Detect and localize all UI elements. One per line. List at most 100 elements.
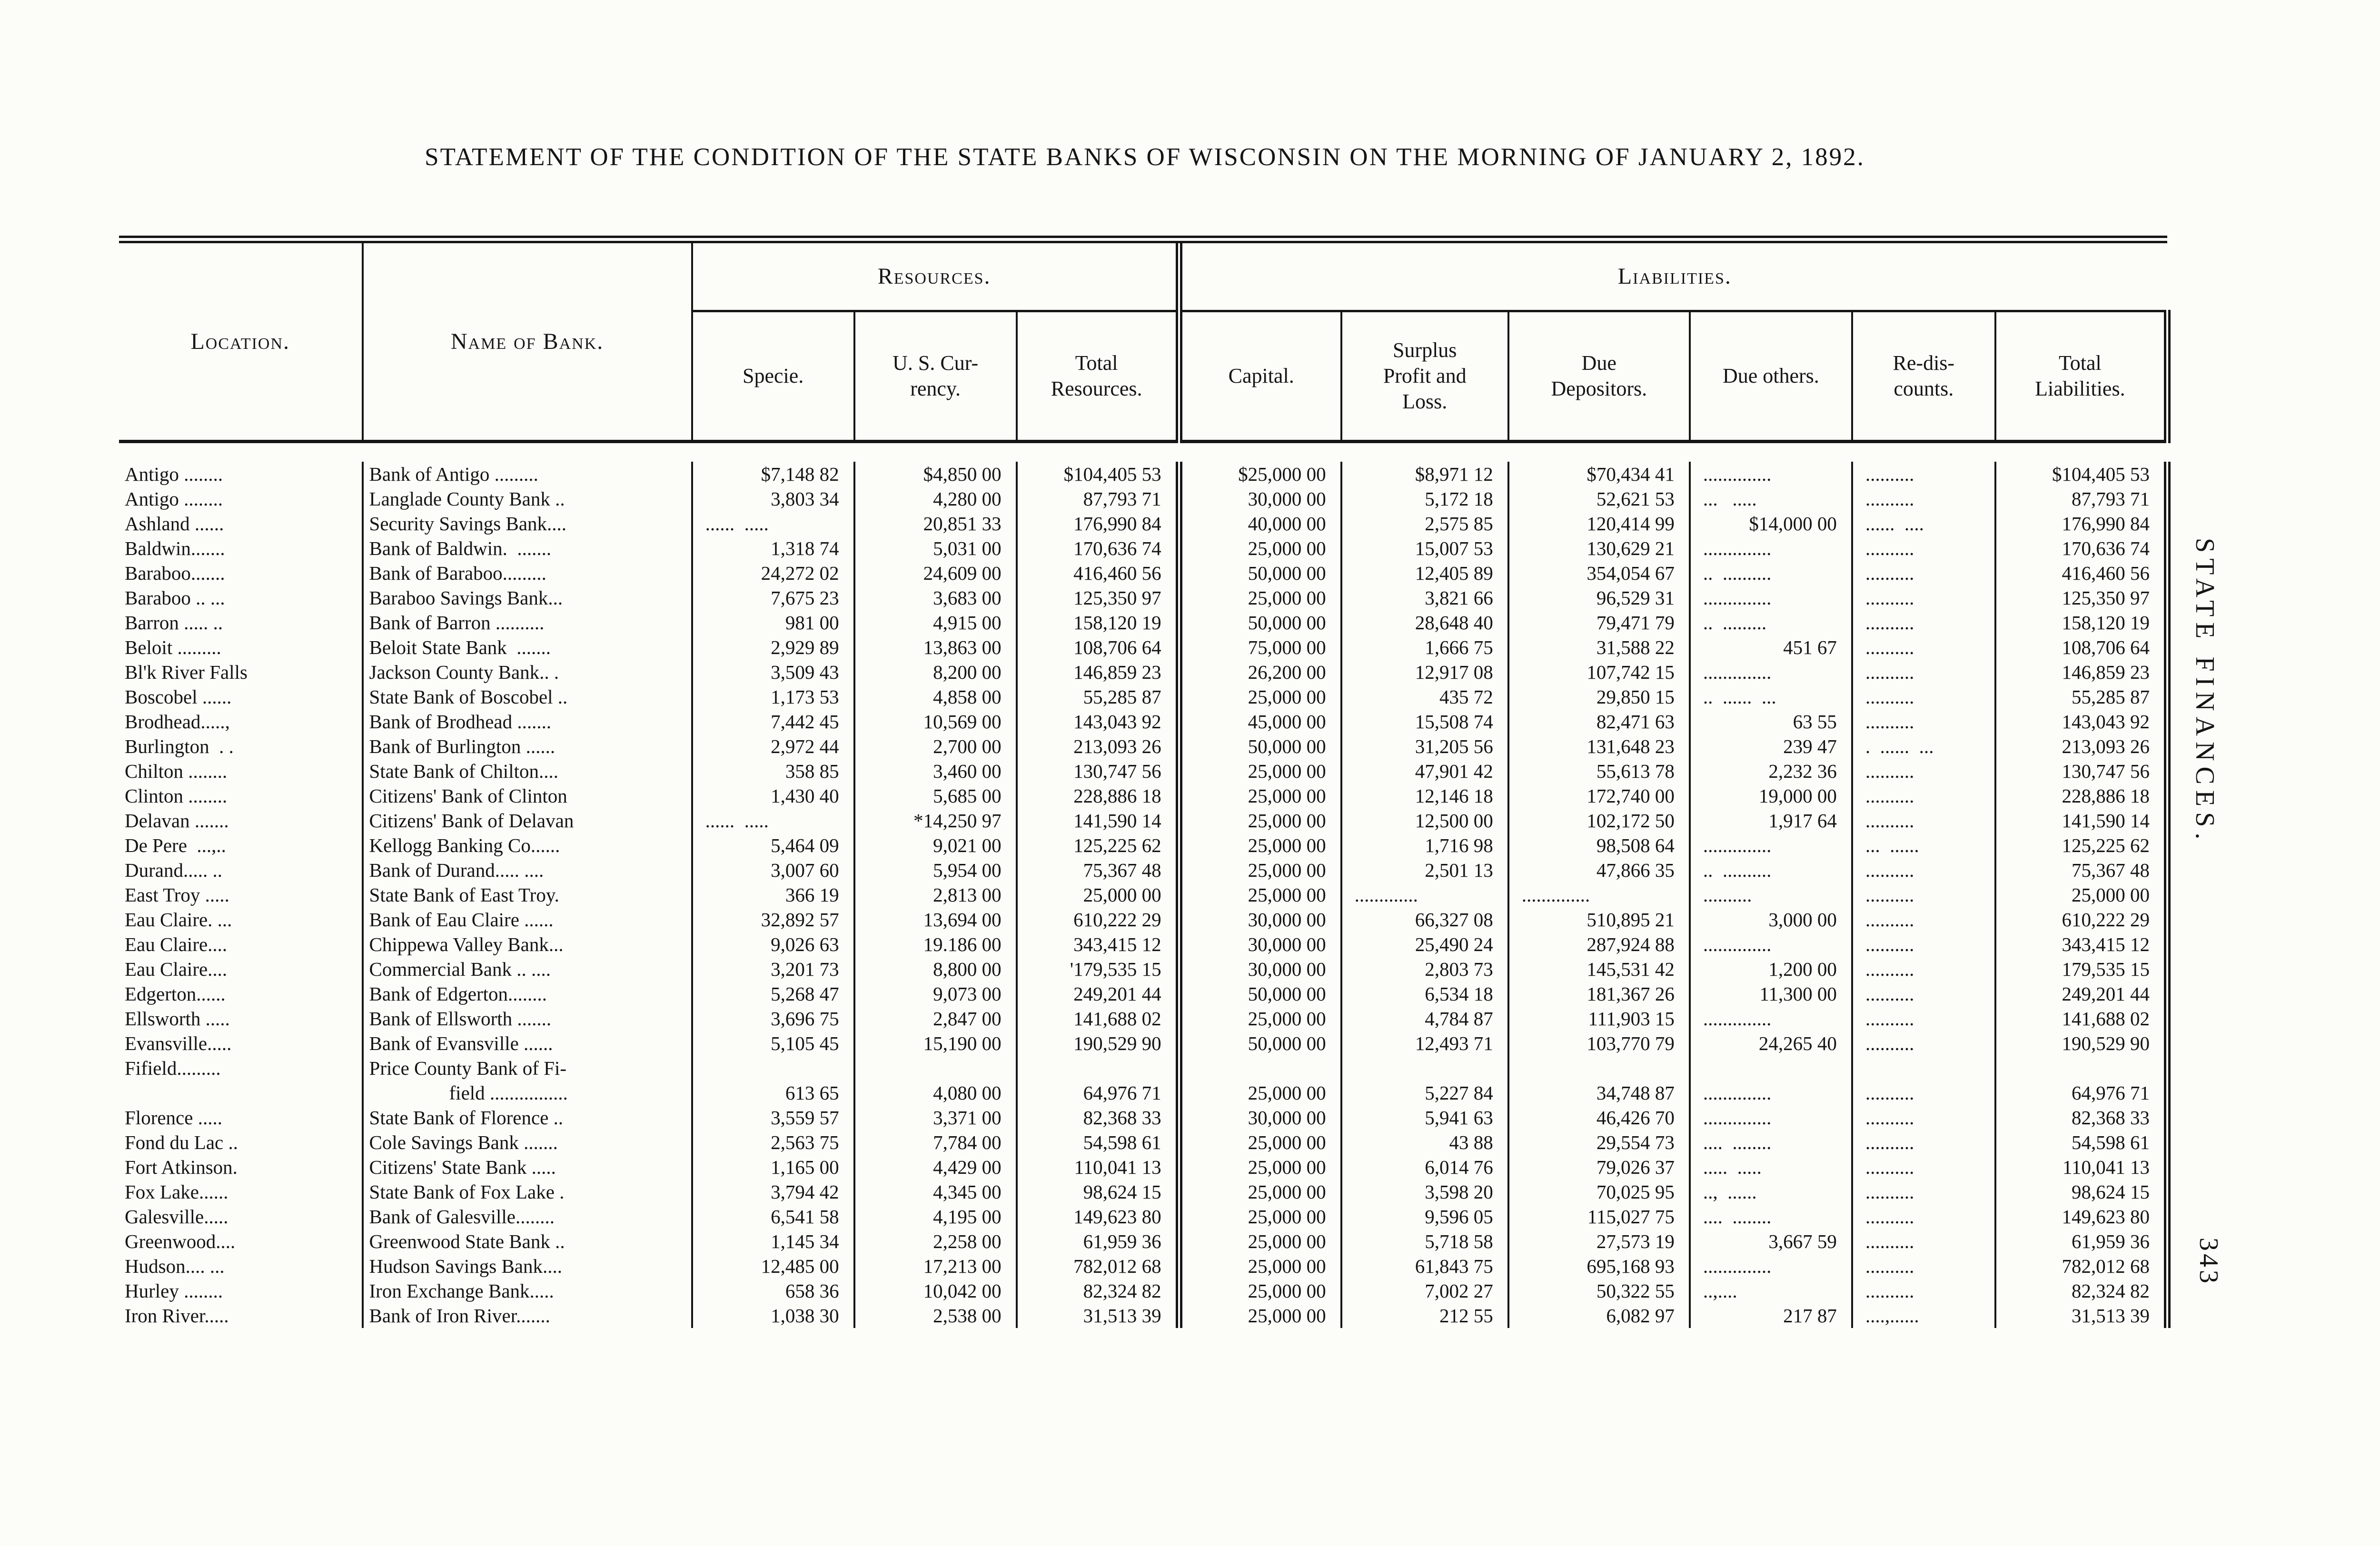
table-row: Fifield......... Price County Bank of Fi- — [119, 1055, 2171, 1080]
cell-cur: 13,694 00 — [853, 907, 1017, 932]
table-row: Florence ..... State Bank of Florence .. 3… — [119, 1105, 2171, 1130]
group-header-resources: Resources. — [691, 239, 1179, 312]
cell-cap: 25,000 00 — [1175, 1303, 1341, 1328]
cell-oth: 451 67 — [1688, 634, 1852, 660]
cell-cur — [853, 1055, 1017, 1080]
cell-tl: 141,590 14 — [1994, 808, 2171, 833]
cell-tl: 125,225 62 — [1994, 832, 2171, 858]
cell-dep: 120,414 99 — [1507, 511, 1690, 536]
cell-dep: 50,322 55 — [1507, 1278, 1690, 1303]
cell-sur: 66,327 08 — [1340, 907, 1508, 932]
cell-cur: 2,258 00 — [853, 1229, 1017, 1254]
cell-tr: 176,990 84 — [1015, 511, 1179, 536]
cell-red: .......... — [1851, 1278, 1995, 1303]
cell-sp: 5,268 47 — [691, 981, 854, 1006]
cell-tr: '179,535 15 — [1015, 956, 1179, 981]
cell-cap: 25,000 00 — [1175, 857, 1341, 882]
cell-tr: 213,093 26 — [1015, 733, 1179, 759]
cell-sp: ...... ..... — [691, 511, 854, 536]
header-sub-row: Specie. U. S. Cur- rency. Total Resource… — [119, 311, 2171, 443]
table-row: Burlington . . Bank of Burlington ...... 2… — [119, 733, 2171, 759]
table-row: Boscobel ...... State Bank of Boscobel ..… — [119, 684, 2171, 709]
cell-sur: 3,821 66 — [1340, 585, 1508, 610]
cell-name: Bank of Galesville........ — [361, 1204, 692, 1229]
cell-loc: Baraboo .. ... — [125, 586, 225, 609]
cell-loc: Iron River..... — [125, 1304, 229, 1327]
col-header-due-depositors: Due Depositors. — [1507, 311, 1690, 443]
cell-cap: 25,000 00 — [1175, 1229, 1341, 1254]
table-row: Antigo ........ Bank of Antigo ......... $… — [119, 461, 2171, 486]
cell-loc: Edgerton...... — [125, 982, 226, 1005]
cell-oth: ..... ..... — [1688, 1154, 1852, 1179]
cell-cur: 3,371 00 — [853, 1105, 1017, 1130]
cell-dep: 98,508 64 — [1507, 832, 1690, 858]
cell-tl: 782,012 68 — [1994, 1253, 2171, 1278]
cell-tl: 143,043 92 — [1994, 709, 2171, 734]
cell-name: Bank of Antigo ......... — [361, 461, 692, 486]
cell-loc: Antigo ........ — [125, 463, 223, 485]
cell-dep: 34,748 87 — [1507, 1080, 1690, 1105]
cell-tr: 158,120 19 — [1015, 610, 1179, 635]
cell-cap: 25,000 00 — [1175, 684, 1341, 709]
cell-cap: 50,000 00 — [1175, 981, 1341, 1006]
cell-red — [1851, 1055, 1995, 1080]
cell-sur: 6,014 76 — [1340, 1154, 1508, 1179]
cell-sp: 366 19 — [691, 882, 854, 907]
cell-dep: 115,027 75 — [1507, 1204, 1690, 1229]
cell-name: State Bank of East Troy. — [361, 882, 692, 907]
cell-tl: 176,990 84 — [1994, 511, 2171, 536]
cell-loc: Durand..... .. — [125, 859, 222, 881]
cell-oth: ..,.... — [1688, 1278, 1852, 1303]
cell-cur: 3,683 00 — [853, 585, 1017, 610]
cell-name: Iron Exchange Bank..... — [361, 1278, 692, 1303]
cell-cap: 50,000 00 — [1175, 733, 1341, 759]
cell-oth: 63 55 — [1688, 709, 1852, 734]
cell-tr: 87,793 71 — [1015, 486, 1179, 511]
cell-sur: 5,718 58 — [1340, 1229, 1508, 1254]
cell-sur — [1340, 1055, 1508, 1080]
cell-sp: ...... ..... — [691, 808, 854, 833]
cell-cap: 25,000 00 — [1175, 1006, 1341, 1031]
table-row: Edgerton...... Bank of Edgerton........ 5,… — [119, 981, 2171, 1006]
cell-sur: 28,648 40 — [1340, 610, 1508, 635]
cell-tr: 98,624 15 — [1015, 1179, 1179, 1204]
cell-tr: 125,225 62 — [1015, 832, 1179, 858]
cell-cap: 25,000 00 — [1175, 1179, 1341, 1204]
cell-red: .......... — [1851, 783, 1995, 808]
cell-cur: 2,700 00 — [853, 733, 1017, 759]
cell-cur: 24,609 00 — [853, 560, 1017, 585]
cell-cur: 17,213 00 — [853, 1253, 1017, 1278]
cell-tl: $104,405 53 — [1994, 461, 2171, 486]
cell-dep: 172,740 00 — [1507, 783, 1690, 808]
cell-oth: 2,232 36 — [1688, 758, 1852, 783]
table-row: Ashland ...... Security Savings Bank.....… — [119, 511, 2171, 536]
cell-name: State Bank of Boscobel .. — [361, 684, 692, 709]
cell-dep: 510,895 21 — [1507, 907, 1690, 932]
cell-name: Commercial Bank .. .... — [361, 956, 692, 981]
cell-sp: 9,026 63 — [691, 932, 854, 957]
cell-loc: Fond du Lac .. — [125, 1131, 238, 1153]
cell-tr: 228,886 18 — [1015, 783, 1179, 808]
table-row: Evansville..... Bank of Evansville ......… — [119, 1031, 2171, 1056]
cell-tr: 31,513 39 — [1015, 1303, 1179, 1328]
cell-name: Greenwood State Bank .. — [361, 1229, 692, 1254]
cell-tl: 75,367 48 — [1994, 857, 2171, 882]
col-header-capital: Capital. — [1175, 311, 1341, 443]
cell-oth: .............. — [1688, 461, 1852, 486]
cell-cur: 5,954 00 — [853, 857, 1017, 882]
cell-tl: 31,513 39 — [1994, 1303, 2171, 1328]
cell-red: .......... — [1851, 758, 1995, 783]
table-row: Hurley ........ Iron Exchange Bank..... 65… — [119, 1278, 2171, 1303]
cell-sur: 5,227 84 — [1340, 1080, 1508, 1105]
col-header-total-resources: Total Resources. — [1015, 311, 1179, 443]
cell-cap: 45,000 00 — [1175, 709, 1341, 734]
cell-sur: 43 88 — [1340, 1130, 1508, 1155]
cell-oth: .............. — [1688, 932, 1852, 957]
cell-tr: 343,415 12 — [1015, 932, 1179, 957]
cell-red: .......... — [1851, 585, 1995, 610]
cell-name: Jackson County Bank.. . — [361, 659, 692, 684]
cell-loc: Evansville..... — [125, 1032, 232, 1054]
cell-tl: 130,747 56 — [1994, 758, 2171, 783]
cell-name: Langlade County Bank .. — [361, 486, 692, 511]
cell-cur: 2,847 00 — [853, 1006, 1017, 1031]
